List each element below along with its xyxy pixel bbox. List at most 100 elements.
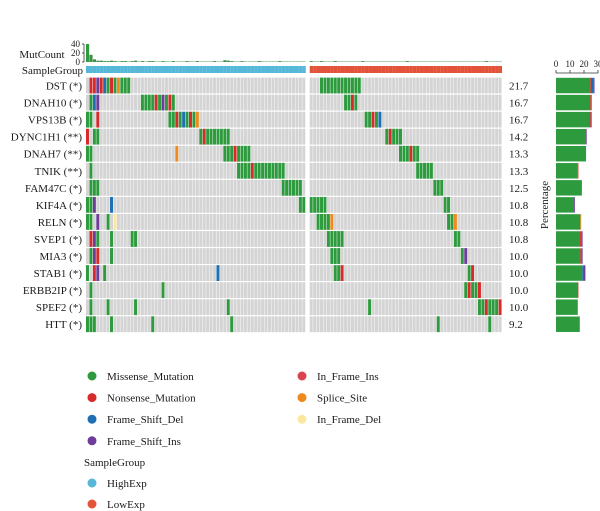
empty-cell [137, 196, 141, 213]
mutation-cell [274, 162, 278, 179]
empty-cell [388, 299, 392, 316]
empty-cell [416, 128, 420, 145]
highexp-cell [243, 66, 248, 73]
mutation-cell [330, 231, 334, 247]
empty-cell [392, 316, 396, 333]
mutation-cell [89, 77, 93, 94]
legend-label: Splice_Site [317, 393, 367, 405]
empty-cell [371, 248, 375, 264]
empty-cell [323, 145, 327, 162]
empty-cell [405, 111, 409, 128]
empty-cell [364, 145, 368, 162]
empty-cell [477, 196, 481, 213]
highexp-cell [267, 66, 272, 73]
lowexp-cell [409, 66, 413, 73]
empty-cell [344, 111, 348, 128]
empty-cell [409, 265, 413, 281]
empty-cell [151, 77, 155, 94]
empty-cell [371, 196, 375, 213]
empty-cell [453, 179, 457, 196]
empty-cell [395, 111, 399, 128]
mutcount-bar [151, 61, 155, 62]
empty-cell [347, 196, 351, 213]
lowexp-cell [330, 66, 334, 73]
empty-cell [226, 231, 230, 247]
empty-cell [116, 111, 120, 128]
empty-cell [484, 231, 488, 247]
mutcount-bar [103, 61, 107, 62]
empty-cell [333, 316, 337, 333]
empty-cell [350, 231, 354, 247]
highexp-cell [257, 66, 262, 73]
empty-cell [130, 179, 134, 196]
empty-cell [168, 196, 172, 213]
lowexp-cell [405, 66, 410, 73]
empty-cell [491, 77, 495, 94]
empty-cell [281, 282, 285, 299]
empty-cell [89, 265, 93, 281]
highexp-cell [237, 66, 241, 73]
empty-cell [471, 231, 475, 247]
empty-cell [233, 179, 237, 196]
highexp-cell [168, 66, 172, 73]
empty-cell [374, 248, 378, 264]
empty-cell [151, 145, 155, 162]
empty-cell [313, 282, 317, 299]
empty-cell [392, 196, 396, 213]
empty-cell [402, 265, 406, 281]
empty-cell [154, 128, 158, 145]
empty-cell [99, 214, 103, 230]
empty-cell [295, 128, 299, 145]
mutcount-bar [120, 61, 124, 62]
mutation-cell [326, 214, 330, 230]
mutation-cell [237, 162, 241, 179]
empty-cell [495, 111, 499, 128]
mutation-cell [495, 299, 499, 316]
empty-cell [233, 299, 237, 316]
highexp-cell [298, 66, 303, 73]
empty-cell [412, 128, 416, 145]
empty-cell [257, 214, 261, 230]
empty-cell [123, 196, 127, 213]
empty-cell [313, 316, 317, 333]
mutation-cell [110, 231, 114, 247]
empty-cell [464, 145, 468, 162]
mutation-cell [226, 299, 230, 316]
empty-cell [288, 299, 292, 316]
empty-cell [405, 128, 409, 145]
empty-cell [464, 162, 468, 179]
right-bar-segment [585, 146, 587, 162]
empty-cell [261, 111, 265, 128]
empty-cell [498, 214, 502, 230]
empty-cell [368, 248, 372, 264]
empty-cell [243, 316, 247, 333]
empty-cell [385, 111, 389, 128]
mutcount-bar [161, 61, 165, 62]
empty-cell [103, 231, 107, 247]
empty-cell [326, 196, 330, 213]
empty-cell [250, 231, 254, 247]
empty-cell [92, 282, 96, 299]
empty-cell [491, 316, 495, 333]
lowexp-cell [378, 66, 382, 73]
mutation-cell [86, 128, 89, 145]
empty-cell [237, 111, 241, 128]
mutcount-bar [240, 61, 244, 62]
empty-cell [281, 248, 285, 264]
empty-cell [86, 282, 89, 299]
empty-cell [313, 94, 317, 111]
gene-label: RELN (*) [38, 217, 83, 229]
empty-cell [106, 196, 110, 213]
empty-cell [344, 265, 348, 281]
empty-cell [106, 128, 110, 145]
empty-cell [202, 111, 206, 128]
empty-cell [316, 77, 320, 94]
empty-cell [388, 111, 392, 128]
empty-cell [378, 316, 382, 333]
empty-cell [237, 196, 241, 213]
empty-cell [254, 145, 258, 162]
empty-cell [147, 179, 151, 196]
highexp-cell [99, 66, 104, 73]
empty-cell [195, 265, 199, 281]
empty-cell [106, 265, 110, 281]
